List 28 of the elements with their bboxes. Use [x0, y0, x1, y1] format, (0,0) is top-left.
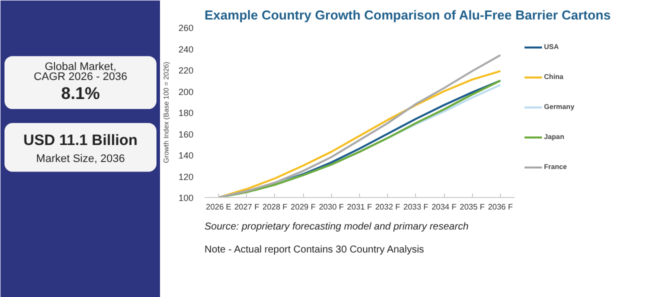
y-tick-label: 240 [178, 44, 194, 54]
y-tick-label: 100 [178, 193, 194, 203]
y-tick-label: 140 [178, 150, 194, 160]
y-tick-label: 180 [178, 108, 194, 118]
x-tick-label: 2027 F [234, 202, 260, 212]
text: CAGR 2026 - 2036 [34, 70, 128, 83]
y-tick-label: 120 [178, 172, 194, 182]
x-tick-label: 2032 F [375, 202, 400, 212]
x-tick-label: 2034 F [432, 202, 457, 212]
x-tick-label: 2026 E [206, 202, 232, 212]
source-note: Source: proprietary forecasting model and primary research [204, 222, 469, 232]
x-tick-label: 2036 F [488, 202, 513, 212]
text: Market Size, 2036 [36, 153, 125, 166]
text: 8.1% [61, 84, 100, 104]
x-tick-label: 2033 F [403, 202, 428, 212]
x-tick-label: 2035 F [460, 202, 485, 212]
x-tick-label: 2030 F [318, 202, 344, 212]
x-tick-label: 2029 F [290, 202, 316, 212]
chart-title: Example Country Growth Comparison of Alu-Free Barrier Cartons [204, 8, 611, 22]
text: Note - Actual report Contains 30 Country Analysis [204, 244, 424, 256]
y-tick-label: 260 [178, 23, 194, 33]
text: Global Market, [44, 61, 116, 74]
x-tick-label: 2031 F [347, 202, 372, 212]
y-tick-label: 160 [178, 129, 194, 140]
text: USD 11.1 Billion [23, 132, 138, 149]
y-tick-label: 220 [178, 66, 194, 76]
y-tick-label: 200 [178, 86, 194, 97]
x-tick-label: 2028 F [262, 202, 288, 212]
